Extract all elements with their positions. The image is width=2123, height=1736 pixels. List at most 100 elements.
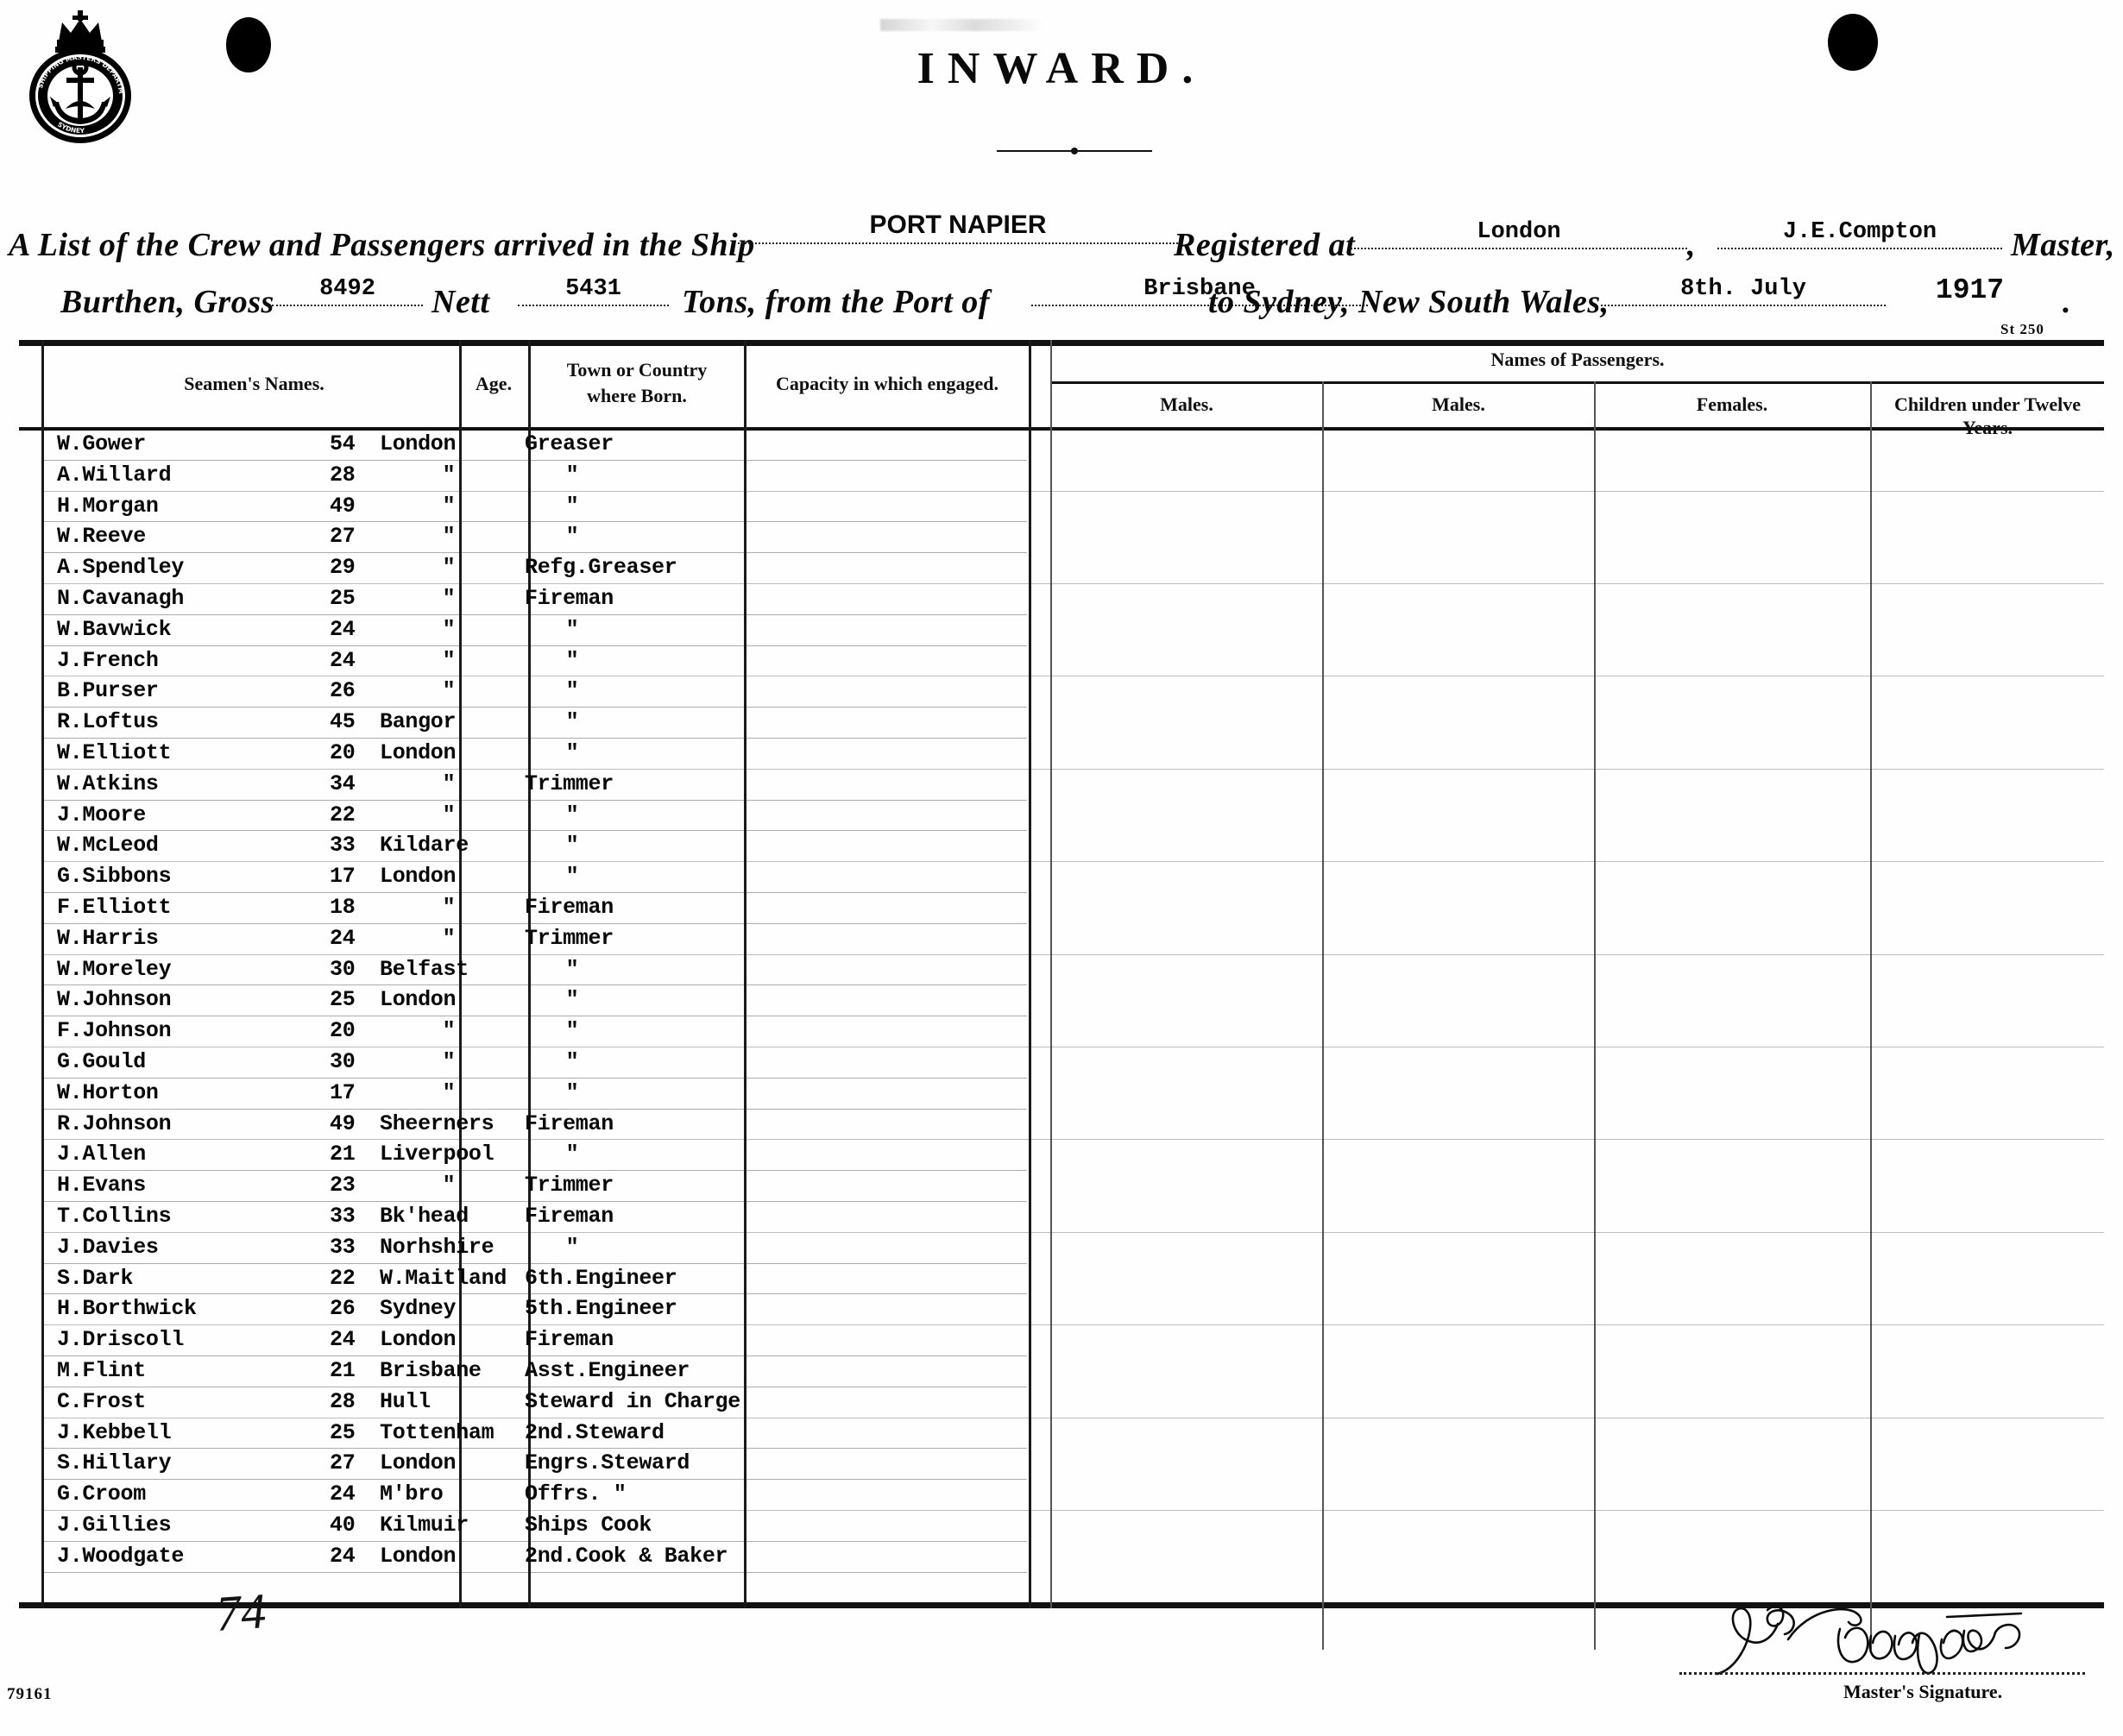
row-guide-line bbox=[43, 490, 2104, 492]
table-row[interactable]: W.Horton 17 " " bbox=[19, 1079, 2104, 1110]
arrival-year-field[interactable]: 1917 bbox=[1935, 274, 2005, 306]
cell-age: 24 bbox=[330, 1327, 356, 1353]
table-row[interactable]: J.French 24 " " bbox=[19, 647, 2104, 678]
cell-town-born: " bbox=[442, 1049, 456, 1074]
nett-tons-field[interactable]: 5431 bbox=[518, 276, 669, 306]
table-row[interactable]: J.Kebbell 25 Tottenham 2nd.Steward bbox=[19, 1419, 2104, 1450]
table-row[interactable]: C.Frost 28 Hull Steward in Charge bbox=[19, 1388, 2104, 1419]
cell-age: 18 bbox=[330, 895, 356, 920]
cell-seaman-name: B.Purser bbox=[57, 678, 159, 704]
table-row[interactable]: W.Bavwick 24 " " bbox=[19, 616, 2104, 647]
table-row[interactable]: J.Allen 21 Liverpool " bbox=[19, 1141, 2104, 1172]
col-rule-pass-males1 bbox=[1322, 381, 1324, 1650]
row-guide-line bbox=[43, 583, 2104, 584]
col-rule-capacity-right bbox=[1029, 340, 1031, 1608]
column-header-age: Age. bbox=[475, 373, 513, 394]
cell-capacity: Trimmer bbox=[525, 1173, 614, 1198]
table-row[interactable]: N.Cavanagh 25 " Fireman bbox=[19, 585, 2104, 616]
table-row[interactable]: G.Croom 24 M'bro Offrs. " bbox=[19, 1481, 2104, 1512]
cell-seaman-name: S.Hillary bbox=[57, 1450, 172, 1476]
cell-capacity: Greaser bbox=[525, 431, 614, 456]
crew-manifest-table: Seamen's Names. Age. Town or Country whe… bbox=[19, 340, 2104, 1650]
cell-town-born: " bbox=[442, 555, 456, 581]
column-header-passengers-group: Names of Passengers. bbox=[1490, 349, 1665, 370]
arrival-date-field[interactable]: 8th. July bbox=[1601, 276, 1886, 306]
punch-hole-left bbox=[226, 17, 271, 72]
table-row[interactable]: F.Johnson 20 " " bbox=[19, 1017, 2104, 1048]
table-row[interactable]: W.Gower 54 London Greaser bbox=[19, 431, 2104, 462]
shipping-masters-department-seal-icon: SHIPPING MASTERS DEPARTMENT SYDNEY bbox=[21, 7, 150, 145]
table-row[interactable]: R.Johnson 49 Sheerners Fireman bbox=[19, 1110, 2104, 1142]
col-rule-town-right bbox=[744, 340, 747, 1608]
row-guide-line bbox=[43, 1108, 1027, 1110]
table-row[interactable]: R.Loftus 45 Bangor " bbox=[19, 708, 2104, 739]
table-row[interactable]: J.Davies 33 Norhshire " bbox=[19, 1234, 2104, 1265]
cell-seaman-name: J.Kebbell bbox=[57, 1419, 172, 1445]
cell-town-born: Kildare bbox=[380, 833, 469, 859]
registered-at-field[interactable]: London bbox=[1351, 219, 1687, 249]
cell-seaman-name: W.Gower bbox=[57, 431, 146, 456]
table-row[interactable]: H.Morgan 49 " " bbox=[19, 493, 2104, 524]
cell-capacity: Fireman bbox=[525, 586, 614, 611]
table-row[interactable]: A.Willard 28 " " bbox=[19, 462, 2104, 493]
table-row[interactable]: T.Collins 33 Bk'head Fireman bbox=[19, 1203, 2104, 1234]
row-guide-line bbox=[43, 1479, 1027, 1481]
table-row[interactable]: G.Gould 30 " " bbox=[19, 1048, 2104, 1079]
cell-seaman-name: J.Davies bbox=[57, 1234, 159, 1260]
table-row[interactable]: H.Evans 23 " Trimmer bbox=[19, 1172, 2104, 1203]
cell-town-born: " bbox=[442, 895, 456, 920]
table-row[interactable]: A.Spendley 29 " Refg.Greaser bbox=[19, 554, 2104, 585]
master-name-field[interactable]: J.E.Compton bbox=[1717, 219, 2002, 249]
table-row[interactable]: J.Gillies 40 Kilmuir Ships Cook bbox=[19, 1512, 2104, 1543]
signature-rule bbox=[1679, 1672, 2085, 1675]
table-row[interactable]: J.Woodgate 24 London 2nd.Cook & Baker bbox=[19, 1543, 2104, 1574]
handwritten-page-number: 74 bbox=[213, 1582, 268, 1642]
cell-capacity: Engrs.Steward bbox=[525, 1450, 690, 1476]
table-row[interactable]: M.Flint 21 Brisbane Asst.Engineer bbox=[19, 1357, 2104, 1388]
table-row[interactable]: B.Purser 26 " " bbox=[19, 677, 2104, 708]
table-row[interactable]: W.Elliott 20 London " bbox=[19, 739, 2104, 771]
cell-town-born: Sydney bbox=[380, 1296, 457, 1322]
table-row[interactable]: W.Atkins 34 " Trimmer bbox=[19, 771, 2104, 802]
port-of-field[interactable]: Brisbane bbox=[1031, 276, 1368, 306]
cell-capacity: 5th.Engineer bbox=[525, 1296, 677, 1322]
cell-seaman-name: H.Evans bbox=[57, 1173, 146, 1198]
cell-age: 21 bbox=[330, 1358, 356, 1383]
cell-capacity: Fireman bbox=[525, 1204, 614, 1229]
table-row[interactable]: J.Moore 22 " " bbox=[19, 802, 2104, 833]
cell-age: 34 bbox=[330, 771, 356, 796]
row-guide-line bbox=[43, 922, 1027, 924]
col-rule-index bbox=[41, 340, 44, 1608]
table-row[interactable]: W.Reeve 27 " " bbox=[19, 523, 2104, 554]
table-row[interactable]: J.Driscoll 24 London Fireman bbox=[19, 1326, 2104, 1357]
ship-name-field[interactable]: PORT NAPIER bbox=[738, 211, 1178, 244]
cell-age: 24 bbox=[330, 1543, 356, 1569]
table-row[interactable]: H.Borthwick 26 Sydney 5th.Engineer bbox=[19, 1295, 2104, 1326]
cell-town-born: Bangor bbox=[380, 709, 457, 735]
table-row[interactable]: W.McLeod 33 Kildare " bbox=[19, 832, 2104, 863]
cell-age: 24 bbox=[330, 1481, 356, 1507]
cell-seaman-name: W.Horton bbox=[57, 1079, 159, 1105]
table-row[interactable]: S.Dark 22 W.Maitland 6th.Engineer bbox=[19, 1265, 2104, 1296]
cell-town-born: London bbox=[380, 431, 457, 456]
cell-seaman-name: W.Johnson bbox=[57, 987, 172, 1013]
row-guide-line bbox=[43, 1448, 1027, 1450]
table-row[interactable]: S.Hillary 27 London Engrs.Steward bbox=[19, 1450, 2104, 1481]
cell-capacity: " bbox=[565, 1018, 579, 1044]
table-row[interactable]: W.Johnson 25 London " bbox=[19, 986, 2104, 1017]
cell-capacity: " bbox=[565, 1049, 579, 1074]
table-row[interactable]: F.Elliott 18 " Fireman bbox=[19, 894, 2104, 925]
cell-capacity: " bbox=[565, 740, 579, 765]
table-row[interactable]: W.Harris 24 " Trimmer bbox=[19, 925, 2104, 956]
col-rule-age-right bbox=[528, 340, 531, 1608]
cell-town-born: " bbox=[442, 1018, 456, 1044]
cell-age: 30 bbox=[330, 956, 356, 982]
gross-tons-field[interactable]: 8492 bbox=[272, 276, 423, 306]
cell-seaman-name: J.Driscoll bbox=[57, 1327, 185, 1353]
cell-age: 33 bbox=[330, 833, 356, 859]
row-guide-line bbox=[43, 613, 1027, 615]
header-comma: , bbox=[1687, 227, 1696, 263]
table-row[interactable]: W.Moreley 30 Belfast " bbox=[19, 956, 2104, 987]
cell-seaman-name: W.Atkins bbox=[57, 771, 159, 796]
table-row[interactable]: G.Sibbons 17 London " bbox=[19, 863, 2104, 894]
